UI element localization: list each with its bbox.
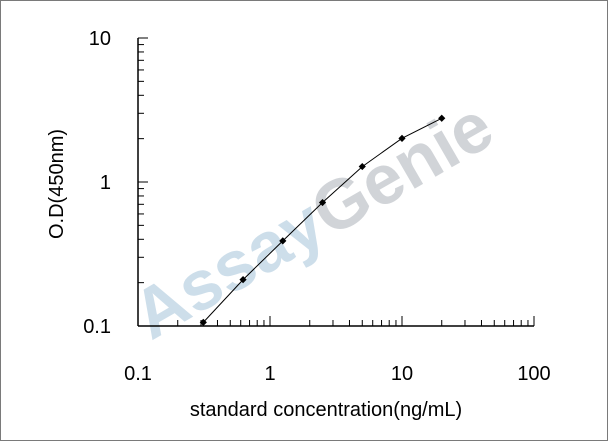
watermark-layer: AssayGenie: [120, 86, 506, 354]
y-tick-label: 1: [100, 172, 111, 194]
watermark-logo: AssayGenie: [120, 86, 506, 354]
x-axis-title: standard concentration(ng/mL): [190, 399, 462, 421]
data-point: [279, 237, 287, 245]
x-tick-label: 0.1: [124, 363, 152, 385]
data-series: [199, 114, 446, 326]
y-tick-label: 10: [89, 28, 111, 50]
data-point: [358, 162, 366, 171]
x-tick-label: 1: [264, 363, 275, 385]
data-point: [239, 276, 247, 284]
watermark-part-genie: Genie: [298, 86, 505, 251]
y-tick-label: 0.1: [83, 316, 111, 338]
axis-tick-labels: 0.1 1 10 100 0.1 1 10: [83, 28, 551, 385]
x-tick-label: 10: [391, 363, 413, 385]
data-point: [398, 134, 406, 142]
x-tick-label: 100: [517, 363, 550, 385]
data-point: [318, 198, 327, 207]
watermark-part-assay: Assay: [120, 183, 338, 354]
data-point: [199, 318, 207, 326]
axis-ticks: [137, 37, 535, 327]
data-point: [438, 114, 446, 122]
y-axis-title: O.D(450nm): [46, 129, 68, 239]
